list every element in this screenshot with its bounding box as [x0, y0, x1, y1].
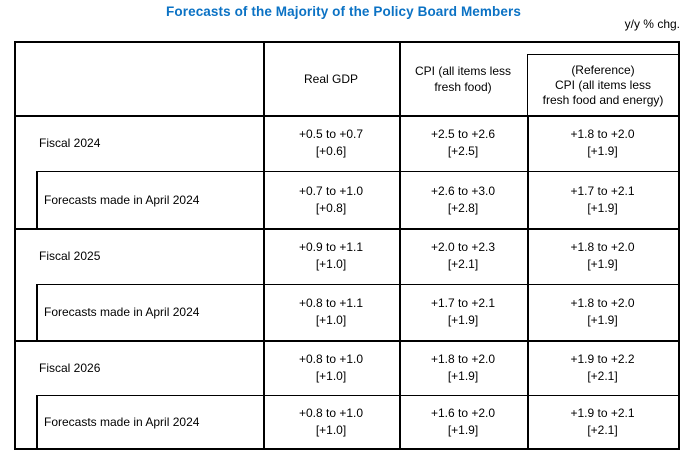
value-median: [+2.1]: [587, 368, 618, 383]
real-gdp-value: +0.7 to +1.0 [+0.8]: [263, 171, 399, 228]
value-range: +1.6 to +2.0: [430, 405, 496, 420]
value-range: +2.0 to +2.3: [430, 240, 496, 254]
table-row-april-forecast-2025: Forecasts made in April 2024 +0.8 to +1.…: [16, 284, 678, 340]
value-range: +1.8 to +2.0: [430, 351, 496, 366]
value-median: [+1.9]: [447, 422, 479, 437]
cpi-reference-value: +1.7 to +2.1 [+1.9]: [527, 171, 678, 228]
cpi-value: +2.0 to +2.3 [+2.1]: [399, 228, 527, 284]
value-range: +1.8 to +2.0: [570, 296, 635, 310]
value-median: [+2.5]: [447, 144, 479, 158]
real-gdp-value: +0.8 to +1.0 [+1.0]: [263, 395, 399, 448]
cpi-reference-value: +1.9 to +2.2 [+2.1]: [527, 340, 678, 395]
row-label: Forecasts made in April 2024: [44, 414, 200, 429]
value-median: [+1.0]: [315, 422, 347, 437]
column-header-cpi-reference: (Reference) CPI (all items less fresh fo…: [527, 54, 678, 115]
cpi-reference-value: +1.8 to +2.0 [+1.9]: [527, 228, 678, 284]
real-gdp-value: +0.9 to +1.1 [+1.0]: [263, 228, 399, 284]
row-label: Fiscal 2026: [39, 360, 101, 375]
table-row-april-forecast-2024: Forecasts made in April 2024 +0.7 to +1.…: [16, 171, 678, 228]
value-median: [+1.9]: [447, 313, 479, 327]
ref-header-line: CPI (all items less: [554, 77, 652, 92]
value-range: +0.9 to +1.1: [298, 240, 364, 254]
nested-box-border-2: [36, 284, 38, 340]
ref-header-line: fresh food and energy): [542, 92, 664, 107]
value-range: +1.8 to +2.0: [570, 240, 635, 254]
value-median: [+1.0]: [315, 257, 347, 271]
value-median: [+2.1]: [447, 257, 479, 271]
column-header-cpi: CPI (all items less fresh food): [399, 43, 527, 115]
row-label: Fiscal 2025: [39, 249, 101, 263]
real-gdp-value: +0.8 to +1.1 [+1.0]: [263, 284, 399, 340]
cpi-reference-value: +1.8 to +2.0 [+1.9]: [527, 284, 678, 340]
value-median: [+2.1]: [587, 422, 618, 437]
unit-note: y/y % chg.: [624, 17, 680, 31]
real-gdp-value: +0.8 to +1.0 [+1.0]: [263, 340, 399, 395]
real-gdp-header-label: Real GDP: [303, 72, 359, 86]
forecast-table: Real GDP CPI (all items less fresh food)…: [14, 41, 680, 450]
cpi-header-line: fresh food): [434, 80, 492, 94]
row-label: Fiscal 2024: [39, 136, 101, 150]
value-median: [+1.0]: [315, 368, 347, 383]
value-range: +0.8 to +1.0: [298, 405, 364, 420]
value-median: [+2.8]: [447, 200, 479, 215]
column-divider-3: [527, 115, 529, 448]
header-bottom-border: [16, 115, 678, 117]
column-header-real-gdp: Real GDP: [263, 43, 399, 115]
cpi-value: +1.6 to +2.0 [+1.9]: [399, 395, 527, 448]
value-median: [+1.9]: [587, 144, 618, 158]
value-range: +2.6 to +3.0: [430, 183, 496, 198]
table-row-fiscal-2026: Fiscal 2026 +0.8 to +1.0 [+1.0] +1.8 to …: [16, 340, 678, 395]
value-range: +0.8 to +1.0: [298, 351, 364, 366]
value-range: +0.5 to +0.7: [298, 127, 364, 141]
cpi-reference-value: +1.8 to +2.0 [+1.9]: [527, 115, 678, 171]
value-range: +1.7 to +2.1: [570, 183, 635, 198]
table-row-fiscal-2025: Fiscal 2025 +0.9 to +1.1 [+1.0] +2.0 to …: [16, 228, 678, 284]
section-divider-1: [16, 228, 678, 230]
nested-box-border-1: [36, 171, 38, 228]
table-row-fiscal-2024: Fiscal 2024 +0.5 to +0.7 [+0.6] +2.5 to …: [16, 115, 678, 171]
real-gdp-value: +0.5 to +0.7 [+0.6]: [263, 115, 399, 171]
column-divider-1: [263, 43, 265, 448]
value-range: +0.7 to +1.0: [298, 183, 364, 198]
row-label: Forecasts made in April 2024: [44, 305, 200, 319]
value-range: +1.9 to +2.1: [570, 405, 635, 420]
value-range: +1.7 to +2.1: [430, 296, 496, 310]
row-divider-3: [36, 395, 678, 396]
cpi-reference-value: +1.9 to +2.1 [+2.1]: [527, 395, 678, 448]
cpi-value: +2.5 to +2.6 [+2.5]: [399, 115, 527, 171]
value-median: [+1.0]: [315, 313, 347, 327]
row-divider-1: [36, 171, 678, 172]
cpi-value: +1.8 to +2.0 [+1.9]: [399, 340, 527, 395]
value-median: [+1.9]: [447, 368, 479, 383]
value-median: [+1.9]: [587, 257, 618, 271]
row-label: Forecasts made in April 2024: [44, 192, 200, 207]
page-title: Forecasts of the Majority of the Policy …: [166, 4, 521, 19]
table-row-april-forecast-2026: Forecasts made in April 2024 +0.8 to +1.…: [16, 395, 678, 448]
value-range: +1.9 to +2.2: [570, 351, 635, 366]
value-median: [+1.9]: [587, 313, 618, 327]
ref-header-line: (Reference): [571, 62, 635, 77]
value-median: [+0.8]: [315, 200, 347, 215]
row-divider-2: [36, 284, 678, 285]
value-range: +0.8 to +1.1: [298, 296, 364, 310]
value-range: +1.8 to +2.0: [570, 127, 635, 141]
section-divider-2: [16, 340, 678, 342]
value-median: [+0.6]: [315, 144, 347, 158]
cpi-header-line: CPI (all items less: [414, 64, 512, 78]
cpi-value: +2.6 to +3.0 [+2.8]: [399, 171, 527, 228]
nested-box-border-3: [36, 395, 38, 448]
value-median: [+1.9]: [587, 200, 618, 215]
cpi-value: +1.7 to +2.1 [+1.9]: [399, 284, 527, 340]
column-divider-2: [399, 43, 401, 448]
value-range: +2.5 to +2.6: [430, 127, 496, 141]
